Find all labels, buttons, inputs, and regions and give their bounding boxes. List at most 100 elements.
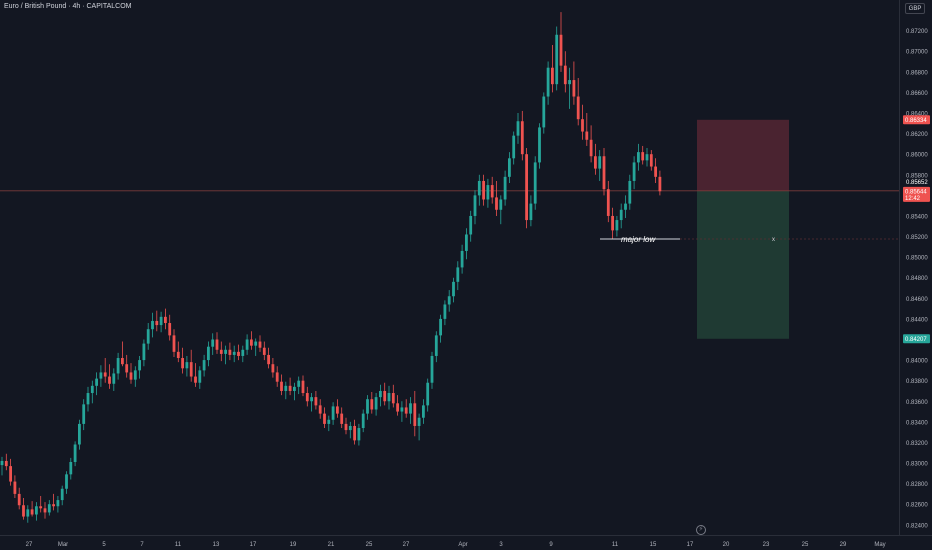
candle — [391, 384, 395, 408]
candle — [538, 123, 541, 169]
candle-body — [637, 152, 640, 163]
candle-body — [198, 370, 202, 383]
lightning-bolt-icon[interactable]: ⚡ — [696, 525, 706, 535]
candle — [606, 180, 610, 223]
candle-body — [443, 304, 447, 319]
candle-body — [159, 316, 163, 326]
take-profit-zone[interactable] — [697, 190, 789, 339]
candle — [52, 493, 55, 511]
candle — [508, 152, 511, 184]
price-tick-label: 0.85400 — [906, 214, 928, 220]
candle-body — [271, 364, 275, 373]
candle-body — [486, 185, 490, 200]
currency-badge[interactable]: GBP — [905, 3, 925, 14]
candle-body — [323, 413, 326, 424]
candle — [189, 349, 193, 382]
candle — [39, 495, 43, 513]
candle — [434, 331, 438, 363]
candle — [138, 355, 141, 379]
candle-body — [529, 203, 533, 221]
candle-body — [116, 358, 120, 374]
price-tick-label: 0.86000 — [906, 153, 928, 159]
candle — [82, 399, 86, 431]
candle — [112, 368, 116, 391]
candle-body — [520, 121, 524, 155]
candle-body — [90, 385, 94, 394]
price-tick-label: 0.85200 — [906, 235, 928, 241]
candle-body — [73, 444, 77, 462]
candle-body — [495, 197, 498, 210]
time-tick-label: May — [874, 542, 885, 548]
candle-body — [490, 185, 494, 198]
candle — [594, 143, 597, 175]
candle — [133, 366, 137, 387]
candle-body — [525, 154, 528, 221]
candle-body — [546, 67, 550, 97]
candle-body — [645, 154, 649, 161]
candle-body — [133, 370, 137, 380]
candle-body — [602, 156, 606, 190]
candle — [13, 475, 17, 499]
candle-body — [284, 385, 288, 391]
candle-body — [624, 203, 627, 210]
stop-loss-zone[interactable] — [697, 119, 789, 191]
candle-body — [572, 80, 576, 97]
candle — [56, 495, 60, 513]
candle — [95, 372, 98, 396]
candle — [228, 342, 232, 361]
candle — [589, 125, 593, 163]
candle — [293, 382, 296, 401]
candle-body — [52, 504, 55, 507]
candle — [654, 158, 657, 184]
candle — [460, 244, 464, 274]
time-tick-label: 23 — [763, 542, 770, 548]
candle-body — [86, 393, 90, 405]
candle — [465, 228, 468, 260]
candle — [125, 354, 129, 378]
candle-body — [391, 393, 395, 404]
candle — [542, 92, 546, 134]
candle — [211, 333, 215, 355]
candle-body — [121, 358, 124, 365]
candle-body — [4, 460, 8, 467]
symbol-title[interactable]: Euro / British Pound · 4h · CAPITALCOM — [4, 3, 132, 10]
candle-body — [654, 166, 657, 177]
candle — [237, 344, 240, 361]
candle-body — [13, 481, 17, 494]
candle-body — [628, 180, 632, 204]
candle — [447, 290, 451, 312]
major-low-end-marker[interactable]: x — [772, 237, 775, 243]
candle — [404, 399, 408, 418]
candle-body — [606, 189, 610, 216]
candle-body — [228, 349, 232, 355]
candle — [353, 419, 356, 445]
candle-body — [129, 372, 133, 380]
candle — [151, 312, 154, 338]
candle-body — [413, 403, 417, 426]
candle-body — [301, 380, 305, 394]
candle-body — [516, 121, 520, 136]
major-low-label[interactable]: major low — [621, 235, 656, 244]
candle-body — [275, 372, 279, 382]
candle — [469, 210, 473, 242]
candle — [387, 385, 391, 410]
candle-body — [594, 156, 597, 169]
candle — [43, 502, 47, 519]
candle — [379, 384, 382, 407]
position-zones[interactable] — [697, 119, 789, 339]
candle — [555, 26, 559, 91]
time-scale-separator — [0, 535, 932, 536]
candle — [250, 331, 253, 350]
candle-body — [327, 419, 331, 424]
candle-body — [168, 323, 172, 336]
candle-body — [26, 509, 30, 517]
candle — [181, 347, 184, 374]
time-axis[interactable]: 27 Mar 5 7 11 13 17 19 21 25 27 Apr 3 9 11 15 17 20 23 25 29… — [26, 542, 886, 548]
candle-body — [164, 316, 167, 324]
candle — [310, 393, 313, 412]
candle-body — [142, 343, 146, 361]
candle-body — [293, 386, 296, 391]
time-tick-label: 29 — [840, 542, 847, 548]
